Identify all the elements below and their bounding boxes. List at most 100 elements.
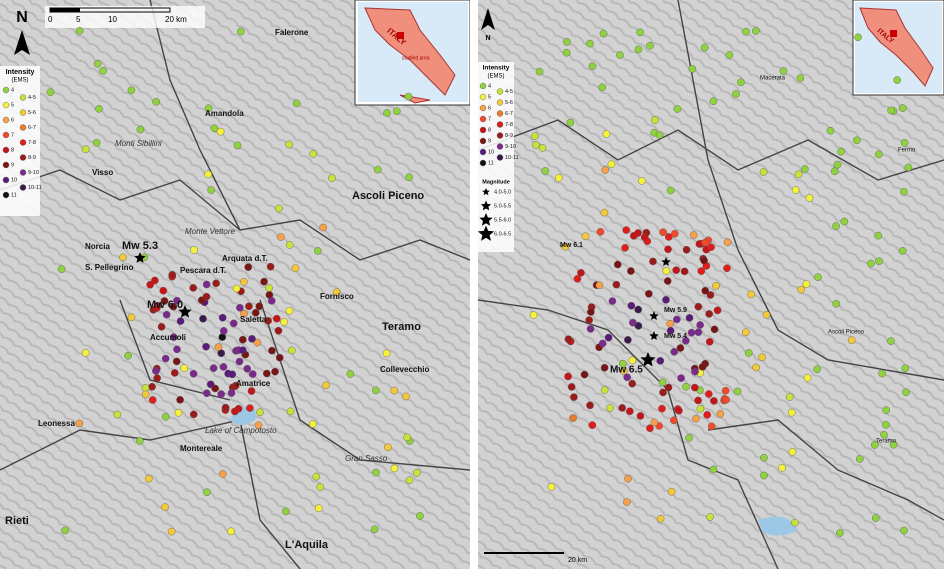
intensity-dot [882, 406, 890, 414]
magnitude-swatch [479, 213, 493, 226]
legend-swatch [19, 139, 27, 146]
intensity-dot [169, 333, 178, 341]
intensity-dot [271, 367, 279, 376]
intensity-dot [659, 228, 667, 237]
intensity-dot [216, 127, 225, 136]
intensity-dot [622, 226, 631, 234]
legend-label: 6 [11, 117, 14, 123]
intensity-dot [190, 246, 198, 254]
intensity-dot [694, 396, 702, 405]
place-label: Collevecchio [380, 365, 429, 374]
intensity-dot [288, 346, 296, 355]
intensity-dot [898, 104, 907, 112]
intensity-dot [554, 174, 563, 182]
intensity-dot [346, 370, 355, 378]
legend-subtitle: (EMS) [12, 78, 29, 84]
place-label: L'Aquila [285, 539, 329, 551]
lake [758, 516, 798, 536]
intensity-dot [606, 404, 614, 412]
intensity-dot [172, 357, 181, 366]
scale-label: 5 [76, 15, 81, 24]
intensity-dot [573, 275, 582, 283]
intensity-dot [246, 404, 254, 412]
intensity-dot [659, 388, 667, 397]
intensity-dot [854, 33, 862, 42]
intensity-dot [722, 395, 730, 404]
intensity-dot [705, 390, 713, 398]
intensity-dot [887, 337, 895, 345]
legend-swatch [479, 137, 487, 145]
intensity-dot [239, 335, 247, 344]
legend-swatch [2, 131, 10, 139]
intensity-dot [716, 410, 725, 418]
legend-label: 10-11 [505, 155, 519, 161]
intensity-dot [656, 357, 665, 365]
magnitude-swatch [478, 225, 495, 241]
intensity-dot [265, 284, 273, 292]
intensity-dot [585, 316, 593, 324]
north-label: N [16, 9, 28, 26]
intensity-dot [887, 106, 895, 115]
place-label: S. Pellegrino [85, 263, 134, 272]
intensity-dot [268, 346, 276, 355]
intensity-dot [608, 297, 617, 305]
intensity-dot [634, 229, 642, 237]
legend-label: 8-9 [505, 133, 513, 139]
place-label: Monti Sibillini [115, 139, 162, 148]
legend-label: 9-10 [505, 144, 516, 150]
legend-label: 4-5 [505, 89, 513, 95]
intensity-dot [742, 328, 750, 337]
intensity-dot [649, 257, 657, 266]
intensity-dot [752, 363, 760, 372]
scale-bar [50, 8, 80, 12]
epicenter-label: Mw 6.0 [147, 299, 183, 311]
intensity-dot [694, 328, 703, 337]
legend-swatch [496, 132, 504, 139]
epicenter-label: Mw 6.1 [560, 242, 583, 249]
boundaries [478, 0, 944, 569]
intensity-dot [628, 379, 637, 388]
place-label: Gran Sasso [345, 454, 388, 463]
intensity-dot [161, 354, 170, 363]
intensity-dot [700, 256, 708, 265]
intensity-dot [228, 370, 237, 379]
intensity-dot [762, 310, 771, 319]
scale-label: 20 km [568, 557, 587, 564]
intensity-dot [199, 314, 207, 323]
intensity-dot [893, 76, 901, 84]
intensity-dot [791, 518, 799, 527]
intensity-dot [705, 338, 714, 346]
intensity-dot [601, 166, 609, 174]
intensity-dot [640, 233, 649, 242]
intensity-dot [263, 369, 271, 378]
intensity-dot [202, 280, 211, 289]
place-label: Fornisco [320, 292, 354, 301]
intensity-dot [600, 363, 609, 372]
intensity-dot [313, 247, 322, 255]
north-label: N [485, 35, 490, 42]
intensity-dot [382, 349, 391, 358]
intensity-dot [667, 487, 676, 496]
intensity-dot [803, 373, 812, 382]
place-label: Accumoli [150, 333, 186, 342]
intensity-dot [691, 383, 699, 392]
intensity-dot [236, 304, 244, 312]
intensity-dot [600, 386, 609, 394]
intensity-dot [189, 369, 198, 378]
intensity-dot [264, 317, 272, 325]
intensity-dot [687, 328, 696, 337]
intensity-dot [168, 271, 177, 279]
intensity-dot [232, 284, 241, 293]
intensity-dot [416, 512, 424, 520]
legend-swatch [19, 184, 27, 191]
intensity-dot [390, 464, 399, 473]
intensity-dot [202, 342, 210, 351]
legend-swatch [2, 191, 10, 199]
legend-swatch [496, 88, 504, 95]
north-arrow [481, 8, 495, 30]
intensity-dot [677, 374, 685, 382]
intensity-dot [688, 65, 697, 73]
intensity-dot [691, 367, 699, 376]
intensity-dot [600, 208, 609, 217]
legend-label: 10 [11, 177, 17, 183]
